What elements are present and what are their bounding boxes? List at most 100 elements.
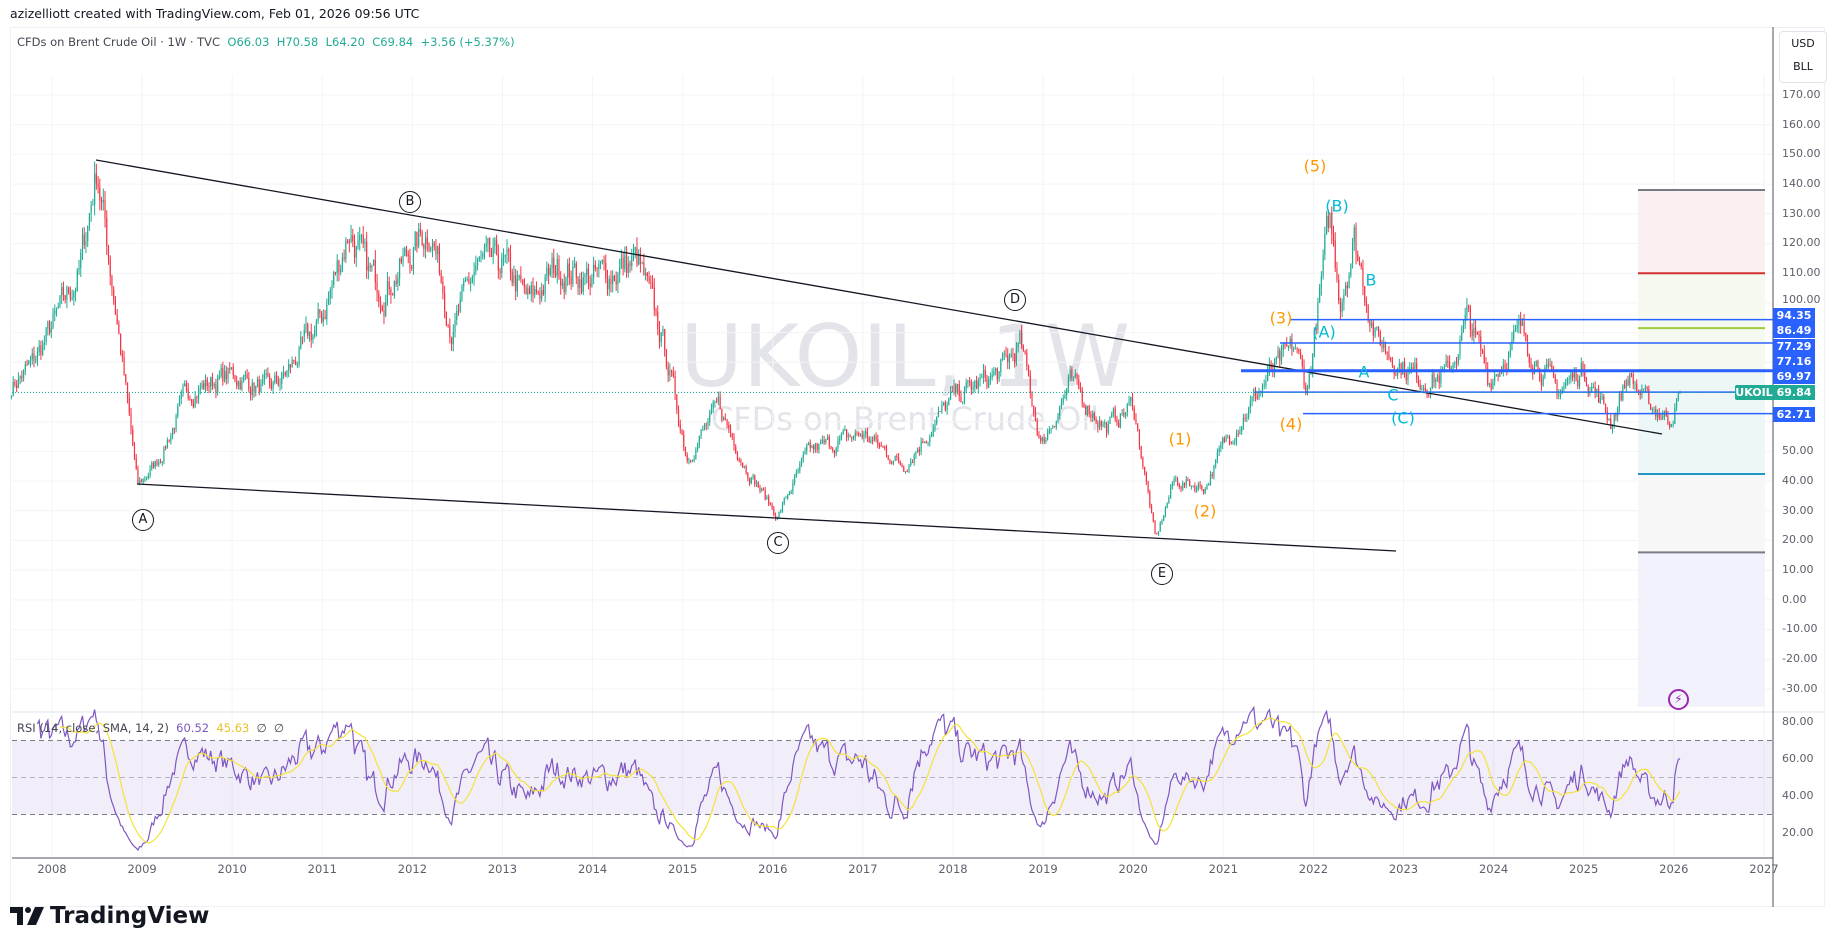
candle-body — [937, 411, 940, 417]
candle-body — [1461, 332, 1463, 341]
tradingview-logo[interactable]: TradingView — [10, 903, 209, 929]
level-label[interactable]: 94.35 — [1773, 308, 1815, 323]
candle-body — [1384, 343, 1387, 352]
candle-body — [1289, 338, 1291, 346]
candle-body — [277, 379, 279, 385]
candle-body — [210, 377, 212, 387]
candle-body — [1339, 300, 1342, 312]
candle-body — [1095, 419, 1097, 423]
candle-body — [10, 395, 13, 397]
candle-body — [1495, 374, 1497, 377]
candle-body — [1436, 375, 1439, 380]
candle-body — [972, 387, 974, 390]
candle-body — [754, 475, 756, 485]
wave-label-paren-A[interactable]: (A) — [1312, 322, 1336, 342]
candle-body — [369, 265, 371, 268]
wave-label-A-minor[interactable]: A — [1358, 362, 1370, 382]
wave-label-C-minor[interactable]: C — [1387, 385, 1399, 405]
candle-body — [88, 213, 91, 226]
wave-label-4[interactable]: (4) — [1279, 414, 1303, 434]
candle-body — [1000, 359, 1002, 372]
candle-body — [416, 231, 418, 247]
level-label[interactable]: 77.16 — [1773, 354, 1815, 369]
wave-label-C[interactable]: C — [767, 532, 789, 554]
candle-body — [352, 235, 354, 242]
candle-body — [1677, 393, 1679, 399]
wave-label-B[interactable]: B — [399, 191, 421, 213]
candle-body — [300, 336, 302, 348]
candle-body — [1060, 402, 1063, 408]
wave-label-paren-C[interactable]: (C) — [1391, 408, 1415, 428]
candle-body — [1504, 364, 1506, 369]
lightning-icon[interactable]: ⚡ — [1668, 689, 1689, 710]
candle-body — [248, 377, 250, 390]
candle-body — [1081, 390, 1083, 403]
candle-body — [1001, 354, 1004, 360]
candle-body — [1620, 393, 1622, 400]
candle-body — [151, 462, 153, 469]
wave-label-3[interactable]: (3) — [1269, 308, 1293, 328]
candle-body — [1105, 422, 1108, 433]
candle-body — [1078, 379, 1080, 389]
candle-body — [184, 383, 186, 387]
wave-label-2[interactable]: (2) — [1193, 501, 1217, 521]
candle-body — [1067, 378, 1069, 389]
candle-body — [1518, 319, 1520, 326]
candle-body — [965, 382, 967, 391]
candle-body — [676, 394, 678, 410]
candle-body — [915, 452, 917, 456]
candle-body — [197, 388, 200, 399]
level-label[interactable]: 69.97 — [1773, 369, 1815, 384]
candle-body — [468, 279, 470, 284]
level-label[interactable]: 62.71 — [1773, 407, 1815, 422]
candle-body — [1570, 373, 1572, 379]
candle-body — [705, 424, 707, 426]
candle-body — [187, 389, 189, 398]
candle-body — [1192, 485, 1194, 487]
candle-body — [913, 455, 915, 463]
candle-body — [1123, 412, 1125, 416]
candle-body — [1390, 358, 1392, 360]
candle-body — [1234, 442, 1236, 444]
level-label[interactable]: 86.49 — [1773, 323, 1815, 338]
candle-body — [852, 436, 855, 439]
rsi-label[interactable]: RSI (14, close, SMA, 14, 2) — [17, 721, 169, 735]
candle-body — [553, 257, 555, 273]
candle-body — [561, 282, 564, 286]
candle-body — [307, 324, 309, 336]
wave-label-1[interactable]: (1) — [1168, 429, 1192, 449]
candle-body — [1227, 436, 1229, 438]
wave-label-B-minor[interactable]: B — [1365, 270, 1377, 290]
wave-label-D[interactable]: D — [1004, 289, 1026, 311]
wave-label-A[interactable]: A — [132, 509, 154, 531]
candle-body — [551, 257, 553, 269]
candle-body — [1008, 356, 1011, 363]
wave-label-5[interactable]: (5) — [1303, 156, 1327, 176]
candle-body — [608, 278, 610, 290]
candle-body — [636, 247, 638, 265]
candle-body — [599, 262, 602, 264]
candle-body — [908, 465, 910, 472]
candle-body — [1137, 423, 1139, 430]
wave-label-E[interactable]: E — [1151, 563, 1173, 585]
candle-body — [364, 241, 366, 244]
candle-body — [154, 460, 156, 468]
candle-body — [68, 287, 70, 293]
candle-body — [733, 437, 735, 447]
candle-body — [1074, 373, 1076, 377]
candle-body — [1662, 415, 1664, 419]
candle-body — [1168, 497, 1170, 504]
symbol-name[interactable]: CFDs on Brent Crude Oil · 1W · TVC — [17, 35, 221, 49]
wave-label-paren-B[interactable]: (B) — [1325, 196, 1349, 216]
currency-unit-button[interactable]: USD BLL — [1779, 31, 1827, 83]
price-tick: 170.00 — [1782, 88, 1821, 101]
level-label[interactable]: 77.29 — [1773, 339, 1815, 354]
candle-body — [586, 268, 588, 275]
candle-body — [241, 380, 243, 390]
candle-body — [31, 353, 33, 359]
candle-body — [619, 267, 621, 275]
candle-body — [1374, 327, 1376, 336]
candle-body — [407, 254, 409, 257]
candle-body — [1492, 381, 1494, 390]
